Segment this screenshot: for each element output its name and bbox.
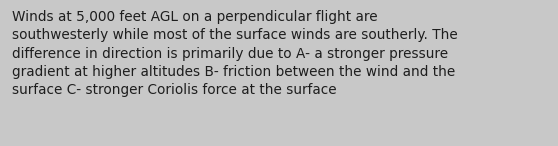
Text: Winds at 5,000 feet AGL on a perpendicular flight are
southwesterly while most o: Winds at 5,000 feet AGL on a perpendicul…: [12, 10, 458, 97]
